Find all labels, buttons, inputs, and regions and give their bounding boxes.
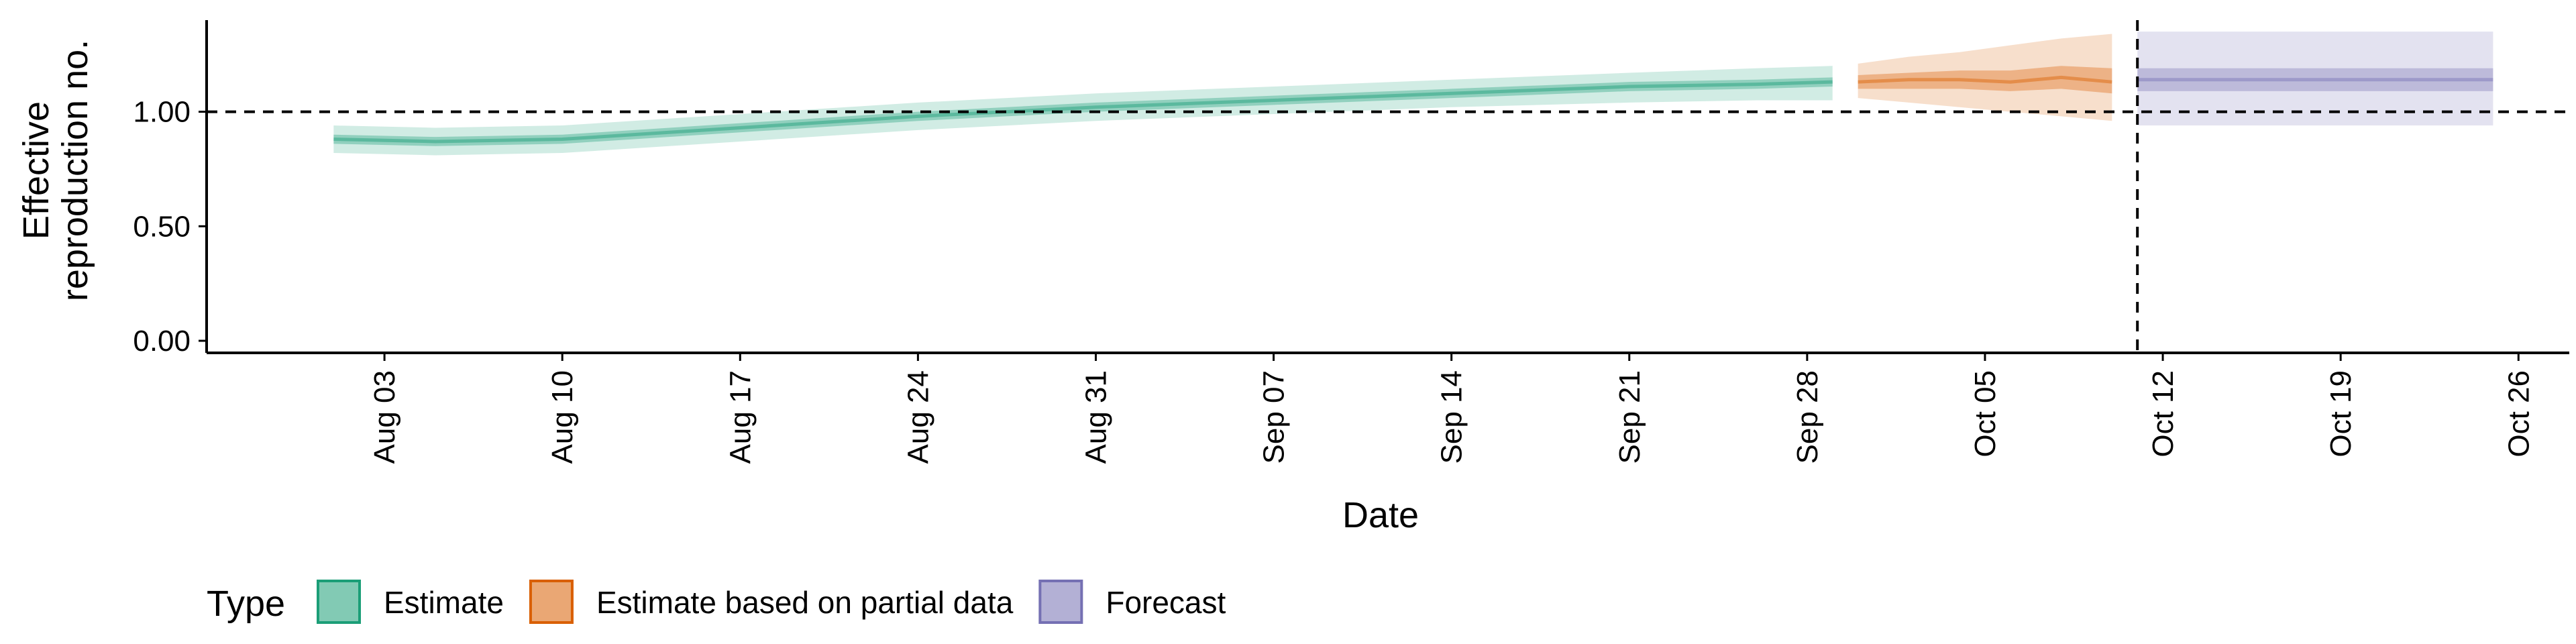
legend-item-forecast: Forecast bbox=[1038, 580, 1226, 624]
y-tick-label: 0.50 bbox=[133, 210, 191, 243]
legend-swatch bbox=[1038, 580, 1083, 624]
x-tick-label: Aug 17 bbox=[724, 370, 757, 464]
forecast-band-90 bbox=[2137, 32, 2493, 126]
x-tick-label: Oct 26 bbox=[2502, 370, 2535, 458]
estimate-based-on-partial-data-band-50 bbox=[1858, 66, 2112, 94]
x-tick-label: Oct 19 bbox=[2324, 370, 2357, 458]
legend-item-estimate: Estimate bbox=[317, 580, 504, 624]
legend-swatch bbox=[317, 580, 361, 624]
y-tick-label: 1.00 bbox=[133, 96, 191, 129]
x-tick-label: Sep 28 bbox=[1791, 370, 1824, 464]
y-ticks: 0.00 0.50 1.00 bbox=[133, 96, 207, 358]
x-tick-label: Aug 03 bbox=[368, 370, 401, 464]
x-tick-label: Sep 07 bbox=[1258, 370, 1291, 464]
x-ticks: Aug 03 Aug 10 Aug 17 Aug 24 Aug 31 Sep 07 Sep … bbox=[368, 353, 2535, 464]
x-tick-label: Aug 31 bbox=[1079, 370, 1112, 464]
estimate-band-90 bbox=[333, 66, 1833, 156]
x-tick-label: Sep 21 bbox=[1613, 370, 1646, 464]
x-tick-label: Oct 05 bbox=[1969, 370, 2002, 458]
series-estimate-based-on-partial-data bbox=[1858, 34, 2112, 121]
series-forecast bbox=[2137, 32, 2493, 126]
axes bbox=[205, 20, 2569, 354]
y-axis-label-line-2: reproduction no. bbox=[55, 40, 95, 301]
x-tick-label: Aug 24 bbox=[902, 370, 934, 464]
legend-swatch bbox=[529, 580, 574, 624]
y-tick-label: 0.00 bbox=[133, 325, 191, 358]
estimate-band-50 bbox=[333, 77, 1833, 146]
estimate-based-on-partial-data-band-90 bbox=[1858, 34, 2112, 121]
legend-title: Type bbox=[207, 584, 285, 624]
legend-item-estimate-based-on-partial-data: Estimate based on partial data bbox=[529, 580, 1014, 624]
series-estimate bbox=[333, 66, 1833, 156]
forecast-band-50 bbox=[2137, 68, 2493, 91]
x-tick-label: Oct 12 bbox=[2147, 370, 2180, 458]
legend-label: Estimate bbox=[384, 585, 504, 620]
legend-label: Forecast bbox=[1106, 585, 1226, 620]
legend-label: Estimate based on partial data bbox=[596, 585, 1014, 620]
x-axis-label: Date bbox=[1342, 495, 1419, 535]
x-tick-label: Aug 10 bbox=[546, 370, 579, 464]
estimate-median-line bbox=[333, 80, 1833, 144]
estimate-based-on-partial-data-median-line bbox=[1858, 75, 2112, 84]
series-bands bbox=[333, 32, 2493, 156]
x-tick-label: Sep 14 bbox=[1436, 370, 1468, 464]
legend: Type Estimate Estimate based on partial d… bbox=[207, 580, 1226, 624]
y-axis-label-line-1: Effective bbox=[16, 101, 56, 239]
